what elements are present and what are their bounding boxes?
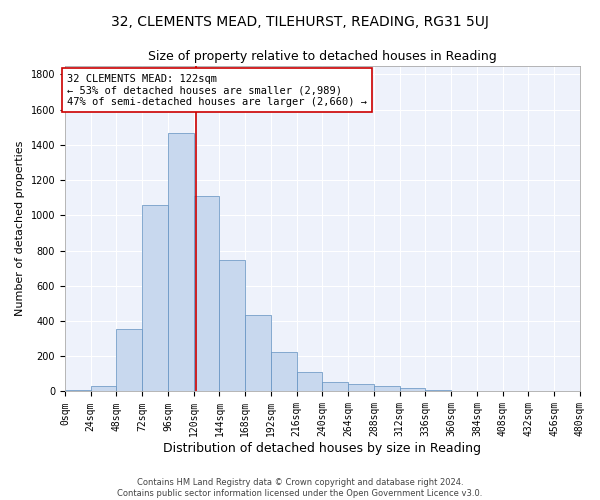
Bar (194, 196, 220, 392)
Bar (400, 388, 425, 392)
Y-axis label: Number of detached properties: Number of detached properties (15, 141, 25, 316)
Bar (142, 204, 168, 392)
Text: 32, CLEMENTS MEAD, TILEHURST, READING, RG31 5UJ: 32, CLEMENTS MEAD, TILEHURST, READING, R… (111, 15, 489, 29)
Bar (220, 260, 245, 392)
Bar (322, 382, 348, 392)
Bar (116, 329, 142, 392)
Text: 32 CLEMENTS MEAD: 122sqm
← 53% of detached houses are smaller (2,989)
47% of sem: 32 CLEMENTS MEAD: 122sqm ← 53% of detach… (67, 74, 367, 107)
Bar (271, 352, 296, 392)
Bar (425, 390, 451, 392)
Bar (374, 386, 400, 392)
Bar (451, 390, 477, 392)
Text: Contains HM Land Registry data © Crown copyright and database right 2024.
Contai: Contains HM Land Registry data © Crown c… (118, 478, 482, 498)
Bar (348, 384, 374, 392)
Bar (91, 386, 116, 392)
X-axis label: Distribution of detached houses by size in Reading: Distribution of detached houses by size … (163, 442, 481, 455)
Title: Size of property relative to detached houses in Reading: Size of property relative to detached ho… (148, 50, 497, 63)
Bar (168, 134, 194, 392)
Bar (245, 315, 271, 392)
Bar (65, 390, 91, 392)
Bar (296, 372, 322, 392)
